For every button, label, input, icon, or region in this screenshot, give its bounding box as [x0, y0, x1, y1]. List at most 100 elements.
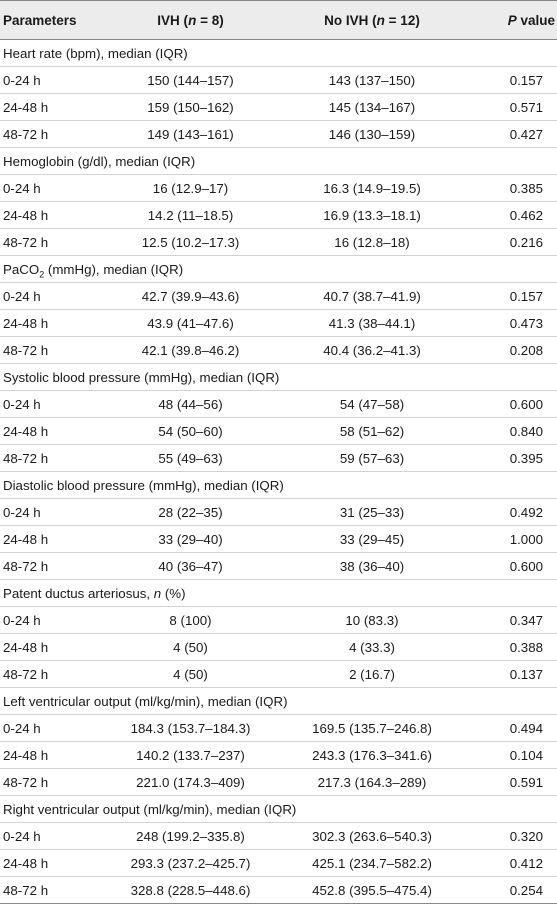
row-label: 0-24 h [0, 606, 108, 634]
p-value: 0.494 [471, 714, 557, 742]
row-label: 24-48 h [0, 741, 108, 769]
ivh-value: 184.3 (153.7–184.3) [108, 714, 273, 742]
section-row: Diastolic blood pressure (mmHg), median … [0, 471, 557, 499]
row-label: 48-72 h [0, 660, 108, 688]
no-ivh-value: 31 (25–33) [273, 498, 471, 526]
ivh-value: 4 (50) [108, 633, 273, 661]
ivh-value: 33 (29–40) [108, 525, 273, 553]
ivh-value: 150 (144–157) [108, 66, 273, 94]
p-value: 0.320 [471, 822, 557, 850]
table-row: 0-24 h 48 (44–56) 54 (47–58) 0.600 [0, 390, 557, 418]
table-row: 48-72 h 55 (49–63) 59 (57–63) 0.395 [0, 444, 557, 472]
table-row: 48-72 h 328.8 (228.5–448.6) 452.8 (395.5–4… [0, 876, 557, 904]
no-ivh-value: 243.3 (176.3–341.6) [273, 741, 471, 769]
ivh-value: 40 (36–47) [108, 552, 273, 580]
table-body: Heart rate (bpm), median (IQR) 0-24 h 150… [0, 39, 557, 904]
p-value: 0.492 [471, 498, 557, 526]
no-ivh-value: 145 (134–167) [273, 93, 471, 121]
row-label: 0-24 h [0, 282, 108, 310]
table-row: 48-72 h 221.0 (174.3–409) 217.3 (164.3–289… [0, 768, 557, 796]
p-value: 0.157 [471, 66, 557, 94]
p-value: 1.000 [471, 525, 557, 553]
row-label: 48-72 h [0, 336, 108, 364]
table-row: 48-72 h 12.5 (10.2–17.3) 16 (12.8–18) 0.216 [0, 228, 557, 256]
p-value: 0.600 [471, 390, 557, 418]
p-value: 0.473 [471, 309, 557, 337]
no-ivh-value: 54 (47–58) [273, 390, 471, 418]
no-ivh-value: 146 (130–159) [273, 120, 471, 148]
no-ivh-value: 59 (57–63) [273, 444, 471, 472]
table-row: 0-24 h 42.7 (39.9–43.6) 40.7 (38.7–41.9) 0.… [0, 282, 557, 310]
table-row: 24-48 h 14.2 (11–18.5) 16.9 (13.3–18.1) 0.4… [0, 201, 557, 229]
table-row: 24-48 h 33 (29–40) 33 (29–45) 1.000 [0, 525, 557, 553]
section-title: Systolic blood pressure (mmHg), median (… [0, 363, 557, 391]
row-label: 48-72 h [0, 444, 108, 472]
p-value: 0.104 [471, 741, 557, 769]
p-value: 0.216 [471, 228, 557, 256]
row-label: 0-24 h [0, 390, 108, 418]
row-label: 48-72 h [0, 120, 108, 148]
table-row: 48-72 h 40 (36–47) 38 (36–40) 0.600 [0, 552, 557, 580]
header-p-value: P value [471, 0, 557, 40]
p-value: 0.600 [471, 552, 557, 580]
p-value: 0.462 [471, 201, 557, 229]
ivh-value: 43.9 (41–47.6) [108, 309, 273, 337]
ivh-value: 149 (143–161) [108, 120, 273, 148]
section-row: Hemoglobin (g/dl), median (IQR) [0, 147, 557, 175]
row-label: 48-72 h [0, 552, 108, 580]
table-row: 24-48 h 293.3 (237.2–425.7) 425.1 (234.7–5… [0, 849, 557, 877]
table-row: 0-24 h 28 (22–35) 31 (25–33) 0.492 [0, 498, 557, 526]
row-label: 48-72 h [0, 768, 108, 796]
row-label: 24-48 h [0, 309, 108, 337]
section-title: Heart rate (bpm), median (IQR) [0, 39, 557, 67]
p-value: 0.591 [471, 768, 557, 796]
no-ivh-value: 58 (51–62) [273, 417, 471, 445]
no-ivh-value: 302.3 (263.6–540.3) [273, 822, 471, 850]
section-row: Patent ductus arteriosus, n (%) [0, 579, 557, 607]
row-label: 0-24 h [0, 822, 108, 850]
section-title: Hemoglobin (g/dl), median (IQR) [0, 147, 557, 175]
p-value: 0.137 [471, 660, 557, 688]
ivh-value: 221.0 (174.3–409) [108, 768, 273, 796]
no-ivh-value: 40.4 (36.2–41.3) [273, 336, 471, 364]
section-row: Systolic blood pressure (mmHg), median (… [0, 363, 557, 391]
ivh-value: 16 (12.9–17) [108, 174, 273, 202]
table-row: 24-48 h 159 (150–162) 145 (134–167) 0.571 [0, 93, 557, 121]
row-label: 48-72 h [0, 876, 108, 904]
section-title: Right ventricular output (ml/kg/min), me… [0, 795, 557, 823]
ivh-value: 8 (100) [108, 606, 273, 634]
row-label: 24-48 h [0, 93, 108, 121]
no-ivh-value: 217.3 (164.3–289) [273, 768, 471, 796]
p-value: 0.347 [471, 606, 557, 634]
p-value: 0.571 [471, 93, 557, 121]
no-ivh-value: 4 (33.3) [273, 633, 471, 661]
ivh-value: 140.2 (133.7–237) [108, 741, 273, 769]
no-ivh-value: 16.3 (14.9–19.5) [273, 174, 471, 202]
row-label: 0-24 h [0, 714, 108, 742]
p-value: 0.840 [471, 417, 557, 445]
no-ivh-value: 41.3 (38–44.1) [273, 309, 471, 337]
p-value: 0.427 [471, 120, 557, 148]
ivh-value: 159 (150–162) [108, 93, 273, 121]
p-value: 0.385 [471, 174, 557, 202]
table-row: 24-48 h 140.2 (133.7–237) 243.3 (176.3–341… [0, 741, 557, 769]
section-title: Patent ductus arteriosus, n (%) [0, 579, 557, 607]
table-row: 0-24 h 16 (12.9–17) 16.3 (14.9–19.5) 0.385 [0, 174, 557, 202]
ivh-value: 248 (199.2–335.8) [108, 822, 273, 850]
ivh-value: 54 (50–60) [108, 417, 273, 445]
section-row: Left ventricular output (ml/kg/min), med… [0, 687, 557, 715]
table-row: 0-24 h 184.3 (153.7–184.3) 169.5 (135.7–24… [0, 714, 557, 742]
ivh-value: 328.8 (228.5–448.6) [108, 876, 273, 904]
header-no-ivh: No IVH (n = 12) [273, 0, 471, 40]
ivh-value: 42.1 (39.8–46.2) [108, 336, 273, 364]
row-label: 24-48 h [0, 417, 108, 445]
no-ivh-value: 38 (36–40) [273, 552, 471, 580]
header-parameters: Parameters [0, 0, 108, 40]
table-row: 24-48 h 54 (50–60) 58 (51–62) 0.840 [0, 417, 557, 445]
no-ivh-value: 169.5 (135.7–246.8) [273, 714, 471, 742]
section-row: Right ventricular output (ml/kg/min), me… [0, 795, 557, 823]
header-row: Parameters IVH (n = 8) No IVH (n = 12) P… [0, 0, 557, 40]
